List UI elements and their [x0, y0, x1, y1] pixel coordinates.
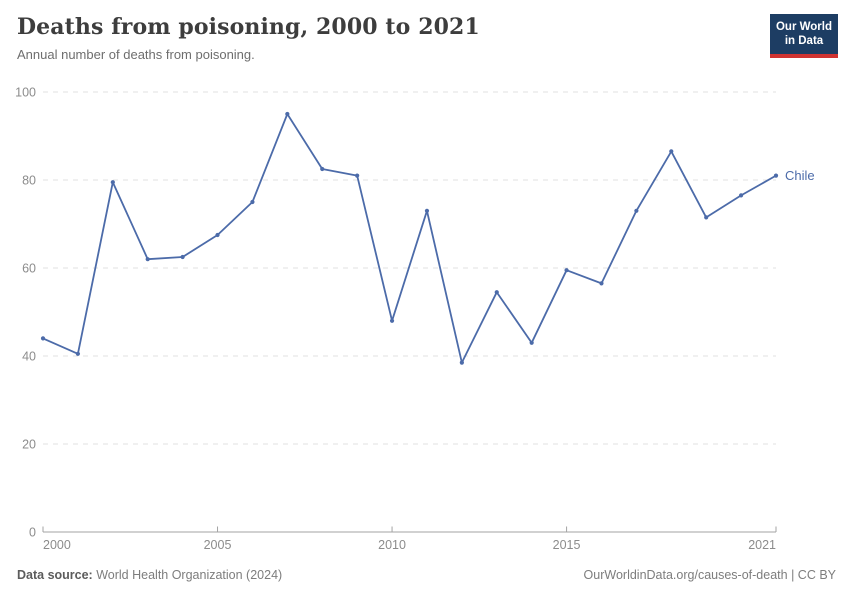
data-point [738, 193, 744, 198]
data-point [110, 180, 115, 185]
data-point [389, 318, 395, 323]
owid-logo[interactable]: Our World in Data [770, 14, 838, 58]
y-axis-tick-label: 40 [22, 350, 36, 364]
x-axis-tick-label: 2010 [378, 538, 406, 552]
data-point [285, 111, 290, 117]
data-source-note: Data source: World Health Organization (… [17, 568, 282, 582]
line-chart-canvas: 0 20 40 60 80 100 2000 2005 2010 2015 2021 Chile [15, 86, 815, 553]
data-point [704, 215, 709, 220]
x-axis-tick-label: 2021 [748, 538, 776, 552]
y-axis-tick-label: 60 [22, 262, 36, 276]
owid-logo-line2: in Data [784, 35, 824, 48]
x-axis-tick-label: 2015 [553, 538, 581, 552]
y-axis-tick-label: 20 [22, 438, 36, 452]
data-point [494, 290, 499, 295]
data-point [355, 173, 360, 178]
data-point [773, 173, 779, 178]
data-line-chile [42, 113, 777, 364]
chart-subtitle: Annual number of deaths from poisoning. [17, 47, 255, 63]
footer-separator: | [787, 568, 798, 582]
data-point [529, 340, 534, 345]
y-axis-tick-label: 0 [29, 526, 36, 540]
owid-logo-line1: Our World [775, 21, 832, 33]
footer-attribution: OurWorldinData.org/causes-of-death | CC … [584, 568, 836, 582]
x-axis-tick-label: 2000 [43, 538, 71, 552]
y-axis-tick-label: 100 [15, 86, 36, 100]
chart-header: Deaths from poisoning, 2000 to 2021 Annu… [17, 14, 740, 62]
chart-title: Deaths from poisoning, 2000 to 2021 [17, 14, 480, 40]
data-point [634, 208, 639, 213]
data-point [599, 281, 604, 286]
data-point [424, 208, 430, 213]
chart-footer: Data source: World Health Organization (… [17, 568, 836, 582]
data-point [669, 149, 674, 154]
y-axis-tick-label: 80 [22, 174, 36, 188]
data-point [215, 232, 220, 238]
data-source-label: Data source: [17, 568, 93, 582]
data-point [564, 268, 569, 273]
data-point [40, 336, 46, 341]
data-point [250, 199, 255, 205]
data-point [75, 351, 81, 356]
data-source-value: World Health Organization (2024) [96, 568, 283, 582]
data-point [459, 360, 464, 365]
data-point [145, 257, 150, 262]
x-axis-tick-label: 2005 [204, 538, 232, 552]
data-point [320, 166, 325, 172]
entity-label: Chile [785, 168, 815, 183]
data-point [180, 254, 185, 260]
footer-link[interactable]: OurWorldinData.org/causes-of-death [583, 568, 788, 582]
footer-license: CC BY [797, 568, 836, 582]
